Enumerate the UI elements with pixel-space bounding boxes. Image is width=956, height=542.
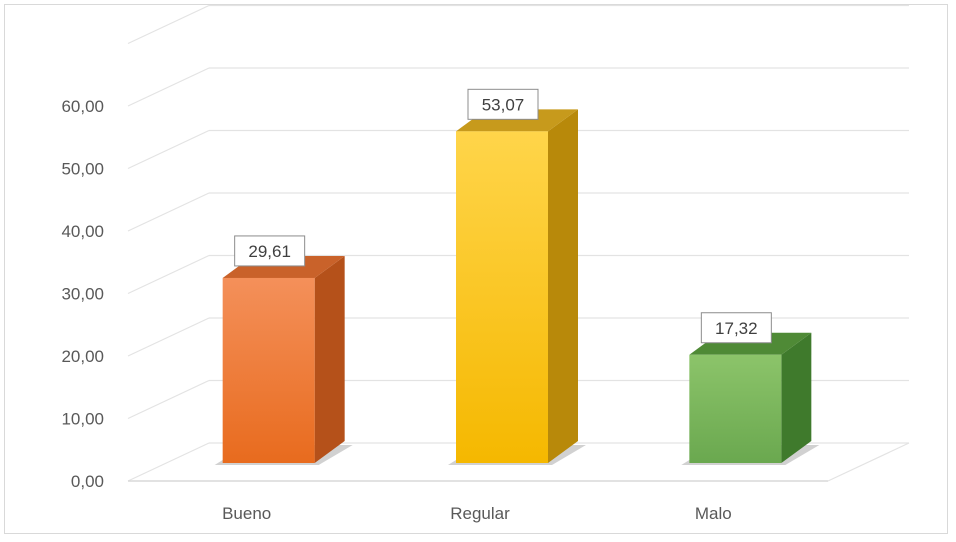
gridline-side — [127, 442, 210, 482]
y-tick-label: 30,00 — [61, 285, 104, 304]
bar-regular — [456, 131, 548, 463]
y-tick-label: 40,00 — [61, 222, 104, 241]
y-tick-label: 20,00 — [61, 347, 104, 366]
y-tick-label: 60,00 — [61, 97, 104, 116]
gridline-side — [127, 317, 210, 357]
y-tick-label: 50,00 — [61, 160, 104, 179]
x-category-label: Regular — [450, 504, 510, 523]
data-label: 17,32 — [715, 319, 758, 338]
data-label: 53,07 — [482, 95, 525, 114]
x-category-label: Malo — [695, 504, 732, 523]
bar-side — [781, 332, 812, 463]
data-label-box — [467, 88, 539, 120]
bar-side — [548, 109, 578, 463]
bar-side — [314, 255, 345, 463]
gridline-side — [127, 254, 210, 295]
gridline-side — [127, 192, 210, 232]
gridline-side — [127, 4, 210, 45]
x-category-label: Bueno — [222, 504, 271, 523]
data-label-box — [700, 312, 772, 344]
bar-malo — [689, 354, 782, 463]
data-labels: 29,61 53,07 17,32 — [234, 88, 772, 344]
floor-right-edge — [827, 442, 910, 482]
gridline-side — [127, 129, 210, 170]
y-axis-tick-labels: 0,00 10,00 20,00 30,00 40,00 50,00 60,00 — [61, 97, 104, 491]
x-axis-category-labels: Bueno Regular Malo — [222, 504, 732, 523]
y-tick-label: 10,00 — [61, 410, 104, 429]
data-label: 29,61 — [248, 242, 291, 261]
gridline-side — [127, 67, 210, 107]
bar-bueno — [222, 277, 315, 463]
gridline-side — [127, 379, 210, 420]
data-label-box — [234, 235, 306, 267]
bars — [214, 109, 820, 465]
y-tick-label: 0,00 — [71, 472, 104, 491]
